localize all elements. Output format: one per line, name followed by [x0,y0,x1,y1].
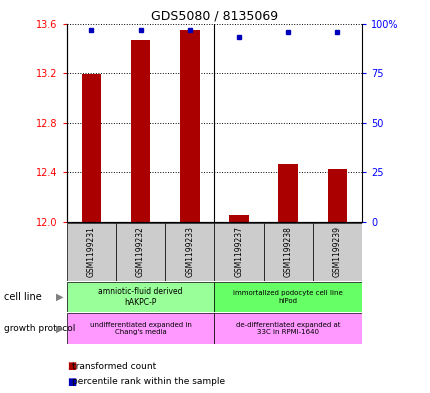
Text: amniotic-fluid derived
hAKPC-P: amniotic-fluid derived hAKPC-P [98,287,182,307]
Bar [116,223,165,281]
Text: immortalized podocyte cell line
hIPod: immortalized podocyte cell line hIPod [233,290,342,304]
Bar [278,164,298,222]
Bar [214,282,361,312]
Text: ■: ■ [67,361,76,371]
Text: GSM1199231: GSM1199231 [87,226,96,277]
Bar [67,223,116,281]
Text: GSM1199233: GSM1199233 [185,226,194,277]
Bar [214,313,361,344]
Bar [81,74,101,222]
Bar [165,223,214,281]
Text: GSM1199239: GSM1199239 [332,226,341,277]
Text: cell line: cell line [4,292,42,302]
Bar [229,215,248,222]
Text: GSM1199237: GSM1199237 [234,226,243,277]
Text: GSM1199232: GSM1199232 [136,226,145,277]
Title: GDS5080 / 8135069: GDS5080 / 8135069 [150,9,277,22]
Text: percentile rank within the sample: percentile rank within the sample [72,378,225,386]
Bar [263,223,312,281]
Text: ■: ■ [67,377,76,387]
Text: growth protocol: growth protocol [4,324,76,333]
Bar [312,223,361,281]
Bar [180,30,199,222]
Text: ▶: ▶ [55,323,63,334]
Text: transformed count: transformed count [72,362,156,371]
Bar [214,223,263,281]
Text: ▶: ▶ [55,292,63,302]
Text: GSM1199238: GSM1199238 [283,226,292,277]
Bar [327,169,347,222]
Bar [67,313,214,344]
Text: undifferentiated expanded in
Chang's media: undifferentiated expanded in Chang's med… [89,322,191,335]
Bar [130,40,150,222]
Bar [67,282,214,312]
Text: de-differentiated expanded at
33C in RPMI-1640: de-differentiated expanded at 33C in RPM… [236,322,340,335]
